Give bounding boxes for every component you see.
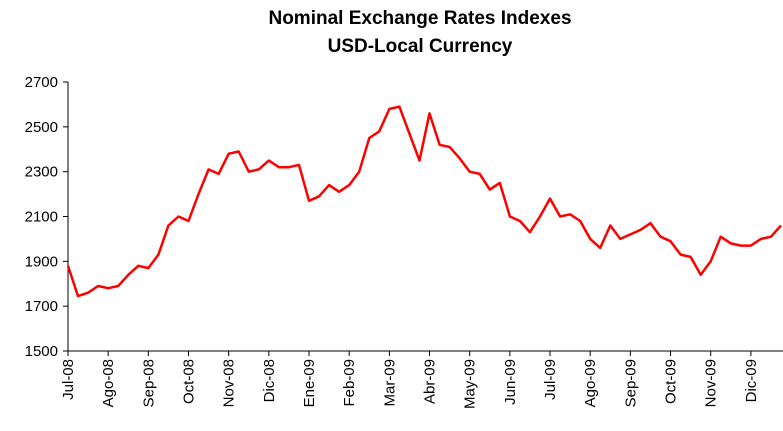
x-tick-label: Nov-08 [221,359,238,407]
x-tick-label: Abr-09 [422,359,439,404]
x-tick-label: Oct-09 [663,359,680,404]
y-tick-label: 1500 [25,343,58,360]
y-tick-label: 1700 [25,298,58,315]
x-tick-label: Ene-09 [301,359,318,407]
x-tick-label: Ago-08 [100,359,117,407]
x-tick-label: Nov-09 [703,359,720,407]
x-tick-label: Oct-08 [181,359,198,404]
chart-title: Nominal Exchange Rates Indexes [268,8,571,29]
x-tick-label: May-09 [462,359,479,409]
x-tick-label: Dic-09 [743,359,760,402]
y-tick-label: 2100 [25,209,58,226]
x-tick-label: Mar-09 [381,359,398,407]
y-tick-label: 1900 [25,253,58,270]
x-tick-label: Sep-08 [140,359,157,407]
x-tick-label: Ago-09 [582,359,599,407]
y-tick-label: 2500 [25,119,58,136]
y-tick-label: 2700 [25,74,58,91]
x-tick-label: Jul-09 [542,359,559,400]
line-series [66,105,782,298]
y-tick-label: 2300 [25,164,58,181]
chart-subtitle: USD-Local Currency [328,36,513,57]
x-tick-label: Feb-09 [341,359,358,407]
x-tick-label: Dic-08 [261,359,278,402]
x-tick-label: Jul-08 [60,359,77,400]
x-tick-label: Jun-09 [502,359,519,405]
x-tick-label: Sep-09 [622,359,639,407]
